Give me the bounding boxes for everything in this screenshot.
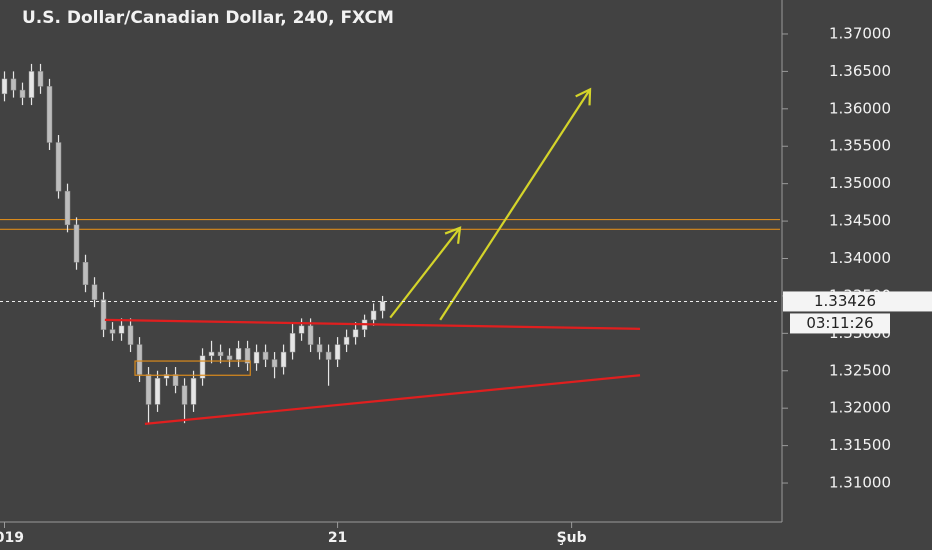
candle-body xyxy=(190,377,197,405)
candle-body xyxy=(280,351,287,368)
candle-body xyxy=(271,359,278,368)
candle-body xyxy=(262,351,269,360)
rectangle-drawing xyxy=(134,360,251,376)
candle-body xyxy=(343,336,350,345)
candle-body xyxy=(136,344,143,375)
candle-body xyxy=(172,374,179,386)
candle-body xyxy=(154,377,161,405)
candle-body xyxy=(73,224,80,263)
y-tick-label: 1.37000 xyxy=(829,24,891,42)
candle-body xyxy=(217,351,224,357)
candle-body xyxy=(55,142,62,192)
candle-body xyxy=(127,325,134,345)
candle-body xyxy=(64,190,71,226)
y-tick-label: 1.32500 xyxy=(829,361,891,379)
candle-body xyxy=(289,333,296,353)
candle-body xyxy=(109,329,116,334)
candle-body xyxy=(298,325,305,334)
arrow-head xyxy=(575,87,592,106)
x-tick-label: Şub xyxy=(557,530,587,546)
price-label-box xyxy=(783,291,932,312)
candle-body xyxy=(253,351,260,364)
candle-body xyxy=(379,301,386,312)
arrow-head xyxy=(444,226,462,244)
chart-title: U.S. Dollar/Canadian Dollar, 240, FXCM xyxy=(22,8,394,28)
candle-body xyxy=(145,374,152,405)
candle-body xyxy=(244,348,251,364)
plot-area xyxy=(0,63,780,425)
y-tick-label: 1.35500 xyxy=(829,137,891,155)
candle-body xyxy=(91,284,98,300)
candle-body xyxy=(307,325,314,345)
candle-body xyxy=(199,355,206,379)
y-tick-label: 1.34000 xyxy=(829,249,891,267)
candle-body xyxy=(46,86,53,143)
candle-body xyxy=(82,261,89,285)
candle-body xyxy=(325,351,332,360)
y-tick-label: 1.31500 xyxy=(829,436,891,454)
trend-line xyxy=(144,374,641,425)
candle-body xyxy=(37,71,44,87)
trend-line xyxy=(104,318,641,330)
candle-body xyxy=(208,351,215,357)
y-tick-label: 1.35000 xyxy=(829,174,891,192)
candle-body xyxy=(352,329,359,338)
countdown-label: 03:11:26 xyxy=(806,314,873,332)
candle-body xyxy=(163,374,170,379)
y-tick-label: 1.34500 xyxy=(829,212,891,230)
y-tick-label: 1.31000 xyxy=(829,474,891,492)
last-price-label: 1.33426 xyxy=(814,292,876,310)
candle-body xyxy=(100,299,107,330)
candle-body xyxy=(1,78,8,95)
y-tick-label: 1.36500 xyxy=(829,62,891,80)
candle-body xyxy=(19,89,26,98)
arrow-line xyxy=(389,227,461,319)
countdown-box xyxy=(790,313,890,334)
candle-body xyxy=(316,344,323,353)
candle-body xyxy=(370,310,377,321)
candle-body xyxy=(235,348,242,360)
candle-body xyxy=(28,71,35,98)
candle-body xyxy=(181,385,188,405)
arrow-line xyxy=(439,88,591,321)
candle-body xyxy=(118,325,125,334)
candle-body xyxy=(10,78,17,91)
x-tick-label: 2019 xyxy=(0,530,24,546)
y-tick-label: 1.32000 xyxy=(829,399,891,417)
x-tick-label: 21 xyxy=(328,530,347,546)
candle-body xyxy=(334,344,341,360)
y-tick-label: 1.36000 xyxy=(829,99,891,117)
candle-body xyxy=(226,355,233,360)
